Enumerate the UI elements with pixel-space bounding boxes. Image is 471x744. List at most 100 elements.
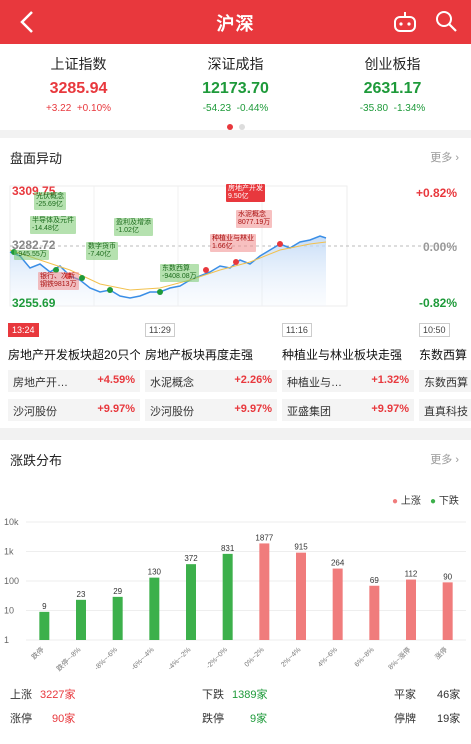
news-title: 种植业与林业板块走强 <box>282 348 403 362</box>
index-price: 12173.70 <box>202 80 269 97</box>
bar <box>149 577 160 640</box>
halt-value: 19家 <box>437 713 461 725</box>
bar-value-label: 1877 <box>255 533 273 542</box>
category-label: 2%~4% <box>280 646 302 668</box>
event-dot <box>157 289 163 295</box>
news-tag[interactable]: 房地产开… +4.59% <box>8 370 140 392</box>
more-link[interactable]: 更多 › <box>430 454 459 466</box>
event-marker[interactable]: 半导体及元件 -14.48亿 <box>30 216 76 234</box>
index-price: 2631.17 <box>363 80 422 97</box>
news-tag[interactable]: 水泥概念 +2.26% <box>145 370 277 392</box>
index-name: 创业板指 <box>364 56 421 72</box>
index-card-sh[interactable]: 上证指数 3285.94 +3.22 +0.10% <box>0 54 157 114</box>
y-low-label: 3255.69 <box>12 296 56 310</box>
bar <box>406 579 416 640</box>
category-label: -6%~-4% <box>130 646 155 671</box>
news-title: 房地产板块再度走强 <box>145 348 254 362</box>
limit-down-label: 跌停 <box>202 713 224 725</box>
y-tick-label: 1 <box>4 635 9 645</box>
bar <box>112 596 123 640</box>
news-card[interactable]: 11:16 种植业与林业板块走强 种植业与… +1.32% 亚盛集团 +9.97% <box>282 320 414 421</box>
flat-label: 平家 <box>394 689 416 701</box>
legend-down: ● 下跌 <box>430 496 459 507</box>
bar <box>369 585 380 640</box>
y-tick-label: 10 <box>4 606 14 616</box>
news-card[interactable]: 13:24 房地产开发板块超20只个股涨停 房地产开…+4.59% 沙河股份+9… <box>8 320 140 421</box>
news-title: 东数西算 <box>419 348 468 362</box>
news-time: 11:16 <box>282 323 312 337</box>
price-line <box>9 235 327 299</box>
news-time: 11:29 <box>145 323 175 337</box>
category-label: -8%~-6% <box>94 646 119 671</box>
bar-value-label: 372 <box>184 554 198 563</box>
bar-value-label: 831 <box>221 544 235 553</box>
event-marker-highlight[interactable]: 房地产开发 9.50亿 <box>226 184 265 202</box>
event-marker[interactable]: 数字货币 -7.40亿 <box>86 242 118 260</box>
index-card-cyb[interactable]: 创业板指 2631.17 -35.80 -1.34% <box>314 54 471 114</box>
news-tag[interactable]: 亚盛集团 +9.97% <box>282 399 414 421</box>
event-dot <box>53 267 59 273</box>
flat-value: 46家 <box>437 689 461 701</box>
event-marker[interactable]: -945.55万 <box>14 250 49 260</box>
event-marker[interactable]: 东数西算 -9408.08万 <box>160 264 199 282</box>
category-label: 6%~8% <box>354 646 376 668</box>
more-link[interactable]: 更多 › <box>430 152 459 164</box>
index-card-sz[interactable]: 深证成指 12173.70 -54.23 -0.44% <box>157 54 314 114</box>
distribution-section: 涨跌分布 更多 › ● 上涨 ● 下跌 1 10 100 1k 10k 9 跌停 23 跌停~-… <box>0 440 471 744</box>
event-marker[interactable]: 种植业与林业 1.66亿 <box>210 234 256 252</box>
bar-value-label: 29 <box>113 587 122 596</box>
y-tick-label: 1k <box>4 547 14 557</box>
event-dot <box>233 259 239 265</box>
index-name: 深证成指 <box>207 56 264 72</box>
news-tag[interactable]: 沙河股份 +9.97% <box>145 399 277 421</box>
carousel-indicator <box>0 117 471 135</box>
event-marker[interactable]: 水泥概念 8077.19万 <box>236 210 273 228</box>
news-card[interactable]: 11:29 房地产板块再度走强 水泥概念 +2.26% 沙河股份 +9.97% <box>145 320 277 421</box>
page-title: 沪深 <box>216 14 255 34</box>
bar <box>442 582 453 640</box>
limit-up-label: 涨停 <box>10 713 32 725</box>
back-arrow-icon[interactable] <box>14 8 42 36</box>
bar-value-label: 112 <box>405 570 418 579</box>
category-label: 0%~2% <box>244 646 266 668</box>
bar <box>296 552 306 640</box>
news-tag[interactable]: 东数西算 <box>419 370 471 392</box>
pct-high-label: +0.82% <box>415 186 457 200</box>
bar <box>76 599 86 640</box>
bar-value-label: 9 <box>42 602 47 611</box>
robot-assistant-icon[interactable] <box>392 10 418 34</box>
carousel-dot[interactable] <box>226 124 233 130</box>
event-marker[interactable]: 银行、次新 钢铁9813万 <box>38 272 79 290</box>
intraday-chart[interactable]: 3309.75 3282.72 3255.69 +0.82% 0.00% -0.… <box>0 180 471 310</box>
bar <box>222 553 233 640</box>
news-tag[interactable]: 直真科技 <box>419 399 471 421</box>
category-label: -4%~-2% <box>167 646 192 671</box>
event-marker[interactable]: 盈利及增添 -1.02亿 <box>114 218 153 236</box>
limit-up-value: 90家 <box>52 713 76 725</box>
event-marker[interactable]: 光伏概念 -25.69亿 <box>34 192 66 210</box>
search-icon[interactable] <box>434 9 458 33</box>
bar <box>186 564 196 640</box>
bar-value-label: 264 <box>331 559 345 568</box>
market-movement-section: 盘面异动 更多 › <box>0 138 471 428</box>
index-change: -35.80 -1.34% <box>359 103 426 114</box>
rise-label: 上涨 <box>10 689 32 701</box>
fall-value: 1389家 <box>232 689 268 701</box>
news-cards: 13:24 房地产开发板块超20只个股涨停 房地产开…+4.59% 沙河股份+9… <box>0 320 471 430</box>
app-header: 沪深 <box>0 0 471 44</box>
category-label: -2%~0% <box>205 646 229 670</box>
news-tag[interactable]: 种植业与… +1.32% <box>282 370 414 392</box>
news-tag[interactable]: 沙河股份 +9.97% <box>8 399 140 421</box>
section-title: 涨跌分布 <box>10 453 63 468</box>
event-dot <box>203 267 209 273</box>
category-label: 4%~6% <box>317 646 339 668</box>
index-change: -54.23 -0.44% <box>202 103 269 114</box>
news-card[interactable]: 10:50 东数西算 东数西算 直真科技 <box>419 320 471 421</box>
index-name: 上证指数 <box>50 56 107 72</box>
category-label: 8%~涨停 <box>386 645 412 671</box>
halt-label: 停牌 <box>394 713 416 725</box>
bar-value-label: 69 <box>370 576 379 585</box>
legend-up: ● 上涨 <box>392 496 421 507</box>
carousel-dot[interactable] <box>238 124 245 130</box>
distribution-chart: 1 10 100 1k 10k 9 跌停 23 跌停~-8% 29 -8%~-6% 130 -6%~-4… <box>4 517 466 673</box>
